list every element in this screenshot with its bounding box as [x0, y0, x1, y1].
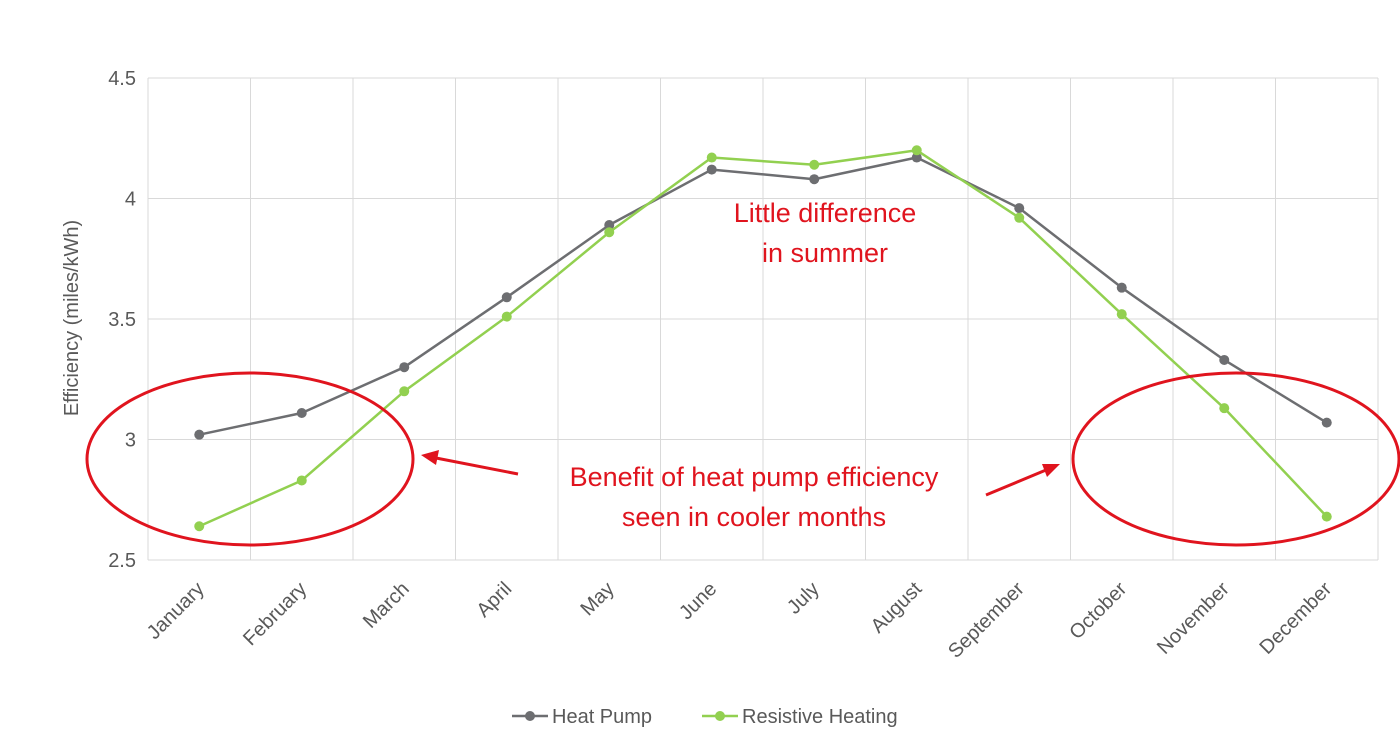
series-line-1 [198, 149, 1328, 528]
series-1-point-11 [1321, 511, 1332, 522]
legend-swatch-marker-1 [715, 711, 725, 721]
y-tick-label-0: 2.5 [108, 550, 136, 572]
legend-label-1: Resistive Heating [742, 706, 898, 728]
highlight-ellipse-winter-right [1071, 371, 1400, 547]
series-1-point-10 [1219, 403, 1230, 414]
y-tick-label-4: 4.5 [108, 68, 136, 90]
series-1-point-1 [296, 475, 307, 486]
highlight-ellipse-winter-left [85, 371, 415, 547]
series-1-point-4 [604, 227, 615, 238]
legend-label-0: Heat Pump [552, 706, 652, 728]
arrow-left [421, 450, 519, 476]
legend: Heat Pump Resistive Heating [512, 706, 898, 728]
series-1-point-8 [1014, 212, 1025, 223]
y-tick-label-3: 4 [125, 189, 136, 211]
x-tick-label-april: April [472, 578, 516, 622]
x-tick-label-may: May [577, 578, 619, 620]
annotation-summer-line-1: Little difference [734, 198, 917, 228]
series-1-point-9 [1116, 309, 1127, 320]
y-tick-label-2: 3.5 [108, 309, 136, 331]
series-0-point-11 [1321, 417, 1332, 428]
x-tick-label-november: November [1153, 578, 1234, 659]
series-0-point-3 [501, 292, 512, 303]
x-tick-label-october: October [1065, 578, 1131, 644]
series-0-point-4 [604, 220, 615, 231]
x-tick-label-september: September [944, 578, 1029, 663]
legend-item-0: Heat Pump [512, 706, 652, 728]
y-axis-ticks: 2.5 3 3.5 4 4.5 [108, 68, 136, 572]
series-1-point-3 [501, 311, 512, 322]
series-1-point-5 [706, 152, 717, 163]
x-tick-label-january: January [143, 578, 209, 644]
series-0-point-0 [194, 429, 205, 440]
series-line-0 [198, 156, 1328, 436]
y-axis-title: Efficiency (miles/kWh) [61, 220, 83, 416]
annotation-layer: Little difference in summer Benefit of h… [85, 198, 1400, 547]
series-0-point-2 [399, 362, 410, 373]
grid-lines [147, 77, 1379, 561]
x-tick-label-july: July [783, 578, 824, 619]
x-axis-ticks: January February March April May June July Augu… [143, 578, 1337, 663]
arrow-right [985, 464, 1060, 497]
legend-swatch-marker-0 [525, 711, 535, 721]
series-1 [194, 145, 1332, 532]
x-tick-label-june: June [675, 578, 721, 624]
series-0-point-6 [809, 174, 820, 185]
series-0 [194, 152, 1332, 440]
x-tick-label-december: December [1255, 578, 1336, 659]
x-tick-label-february: February [239, 578, 311, 650]
series-0-point-5 [706, 164, 717, 175]
annotation-summer-line-2: in summer [762, 238, 888, 268]
legend-item-1: Resistive Heating [702, 706, 898, 728]
series-1-point-7 [911, 145, 922, 156]
series-0-point-10 [1219, 354, 1230, 365]
series-layer [194, 145, 1332, 532]
series-0-point-9 [1116, 282, 1127, 293]
series-0-point-1 [296, 407, 307, 418]
x-tick-label-august: August [867, 578, 927, 638]
series-0-point-8 [1014, 203, 1025, 214]
series-1-point-2 [399, 386, 410, 397]
series-0-point-7 [911, 152, 922, 163]
annotation-winter-line-2: seen in cooler months [622, 502, 886, 532]
y-tick-label-1: 3 [125, 430, 136, 452]
series-1-point-0 [194, 521, 205, 532]
annotation-winter-line-1: Benefit of heat pump efficiency [570, 462, 939, 492]
series-1-point-6 [809, 159, 820, 170]
x-tick-label-march: March [359, 578, 414, 633]
